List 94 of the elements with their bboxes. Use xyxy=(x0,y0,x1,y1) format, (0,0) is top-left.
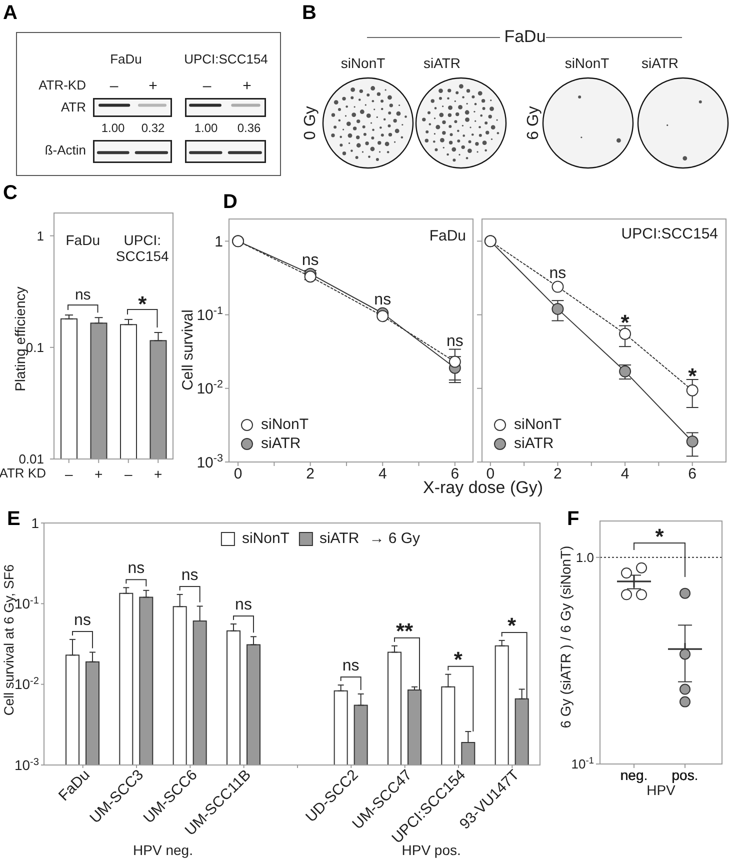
annotation: UPCI: SCC154 xyxy=(114,232,170,264)
annotation: ns xyxy=(74,612,91,629)
y-tick-label: 10$^{-1}$ xyxy=(196,305,223,324)
annotation: FaDu xyxy=(64,232,101,248)
annotation: FaDu xyxy=(429,227,466,244)
annotation: ** xyxy=(396,618,414,644)
text: UPCI:SCC154 xyxy=(184,52,268,68)
annotation: * xyxy=(508,613,517,638)
legend-label: siNonT xyxy=(514,416,562,433)
x-tick-label: + xyxy=(154,466,162,482)
text: siATR xyxy=(423,54,461,72)
text: + xyxy=(242,77,252,95)
text: 6 Gy xyxy=(524,106,543,140)
legend-label: siNonT xyxy=(261,416,309,433)
text: – xyxy=(110,77,118,95)
point xyxy=(686,435,698,448)
annotation: ns xyxy=(74,286,91,304)
chart-title: F xyxy=(567,508,580,530)
annotation: ns xyxy=(446,333,464,350)
annotation: * xyxy=(620,310,630,335)
legend-label: siNonT xyxy=(242,530,290,547)
text: 1.00 xyxy=(194,121,218,136)
annotation: * xyxy=(655,524,664,550)
x-tick-label: 2 xyxy=(306,466,315,483)
text: – xyxy=(202,77,212,95)
x-tick-label: 6 xyxy=(688,466,697,483)
annotation: ns xyxy=(302,252,319,270)
x-tick-label: 0 xyxy=(234,466,242,483)
y-tick-label: 1 xyxy=(36,228,44,244)
y-tick-label: 1 xyxy=(214,233,223,250)
annotation: ns xyxy=(128,560,145,577)
point xyxy=(552,280,564,293)
text: ATR-KD xyxy=(38,78,86,94)
annotation: UPCI:SCC154 xyxy=(621,225,718,242)
chart-title: C xyxy=(3,182,18,204)
x-tick-label: pos. xyxy=(672,766,698,783)
chart-title: E xyxy=(7,508,20,530)
text: 0 Gy xyxy=(302,106,320,140)
y-tick-label: 10$^{-1}$ xyxy=(14,595,40,612)
annotation: ns xyxy=(181,566,198,584)
text: A xyxy=(3,2,18,24)
text: ß-Actin xyxy=(44,142,86,158)
text: 0.32 xyxy=(141,121,165,136)
point xyxy=(552,302,564,315)
text: + xyxy=(148,77,158,95)
x-axis-title: HPV xyxy=(646,782,676,798)
text: FaDu xyxy=(110,52,142,68)
annotation: * xyxy=(138,292,148,317)
legend-title: → 6 Gy xyxy=(369,530,420,547)
legend-label: siATR xyxy=(319,530,360,547)
text: siATR xyxy=(641,54,679,72)
text: HPV pos. xyxy=(400,842,462,858)
point xyxy=(448,356,461,368)
x-tick-label: + xyxy=(94,466,103,482)
y-axis-title: Plating efficiency xyxy=(12,286,28,392)
y-axis-title: 6 Gy (siATR ) / 6 Gy (siNonT) xyxy=(557,546,574,728)
annotation: ns xyxy=(549,265,566,282)
x-tick-label: 4 xyxy=(378,466,387,483)
point xyxy=(376,310,389,322)
annotation: * xyxy=(688,364,698,389)
point xyxy=(304,270,316,283)
point xyxy=(686,384,698,396)
annotation: ns xyxy=(235,596,252,614)
y-tick-label: 10$^{-2}$ xyxy=(14,676,40,692)
y-tick-label: 0.01 xyxy=(18,452,44,467)
point xyxy=(619,365,632,378)
text: 0.36 xyxy=(237,121,261,136)
x-tick-label: neg. xyxy=(620,766,648,783)
y-tick-label: 10$^{-3}$ xyxy=(196,452,223,472)
y-axis-title: Cell survival xyxy=(179,310,196,390)
annotation: * xyxy=(454,646,463,672)
legend-label: siATR xyxy=(261,435,301,452)
x-tick-label: – xyxy=(64,466,73,482)
y-tick-label: 1.0 xyxy=(576,550,594,565)
y-tick-label: 10$^{-1}$ xyxy=(571,756,594,772)
text: B xyxy=(302,2,316,24)
y-tick-label: 1 xyxy=(31,514,40,531)
annotation: ns xyxy=(342,657,360,674)
x-tick-label: 4 xyxy=(620,466,630,483)
x-tick-label: 2 xyxy=(554,466,562,483)
legend-label: siATR xyxy=(514,435,554,452)
text: ATR xyxy=(60,100,86,116)
y-tick-label: 10$^{-2}$ xyxy=(196,378,223,398)
annotation: ns xyxy=(374,292,392,309)
text: 1.00 xyxy=(101,121,125,136)
point xyxy=(619,328,632,340)
text: siNonT xyxy=(564,54,610,72)
y-tick-label: 10$^{-3}$ xyxy=(14,756,40,773)
text: HPV neg. xyxy=(132,842,194,858)
text: FaDu xyxy=(504,27,546,47)
chart-title: D xyxy=(223,191,238,213)
text: siNonT xyxy=(340,54,386,72)
y-axis-title: Cell survival at 6 Gy, SF6 xyxy=(2,564,17,716)
x-tick-label: – xyxy=(124,466,132,482)
